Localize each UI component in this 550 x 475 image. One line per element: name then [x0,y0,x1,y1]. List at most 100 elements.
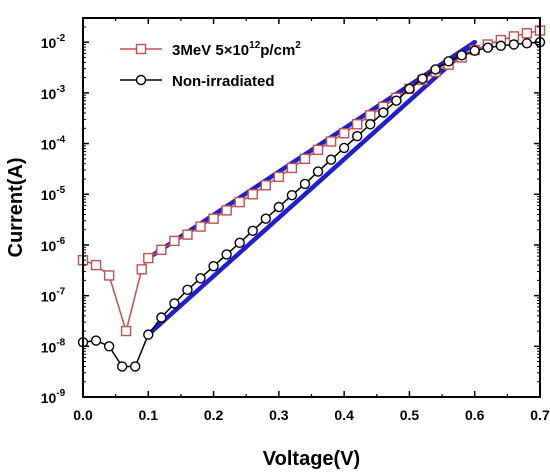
data-point-s1-4 [130,361,141,372]
data-point-s1-2 [103,341,115,352]
data-point-s1-30 [469,45,480,56]
data-point-s1-32 [495,40,507,51]
y-tick-label-4: 10-5 [41,185,66,203]
data-point-s0-16 [286,162,298,174]
data-point-s0-18 [312,144,324,156]
data-point-s0-19 [325,136,337,147]
y-tick-exponent: -5 [56,185,65,196]
data-point-s0-13 [247,189,258,200]
series-line-1 [82,41,541,368]
data-point-s0-22 [365,110,376,121]
data-point-s1-10 [208,261,219,272]
data-point-s1-1 [90,335,102,346]
x-tick-label-0: 0.0 [73,407,93,423]
data-point-s1-19 [325,154,337,165]
data-point-s1-24 [391,95,402,106]
data-point-s0-34 [521,28,533,39]
data-point-s1-27 [430,64,441,75]
data-point-s1-20 [338,142,350,154]
data-point-s1-33 [508,39,520,50]
y-tick-base: 10 [41,187,57,203]
legend: 3MeV 5×1012p/cm2 Non-irradiated [120,40,301,90]
data-point-s1-6 [156,312,167,323]
y-tick-base: 10 [41,390,57,406]
legend-entry-0: 3MeV 5×1012p/cm2 [120,40,301,59]
x-tick-label-1: 0.1 [139,407,159,423]
legend-text-mid: p/cm [260,42,295,59]
y-tick-exponent: -4 [56,135,65,146]
data-point-s0-14 [260,180,271,191]
y-axis-title: Current(A) [5,158,27,258]
y-tick-label-1: 10-8 [41,337,66,355]
data-point-s1-23 [378,107,389,118]
data-point-s1-22 [365,119,376,130]
y-tick-exponent: -9 [56,388,65,399]
y-tick-exponent: -7 [56,287,65,298]
legend-text-main: Non-irradiated [172,73,275,90]
y-tick-label-0: 10-9 [41,388,66,406]
data-point-s1-28 [443,56,454,67]
y-tick-base: 10 [41,35,57,51]
legend-label-0: 3MeV 5×1012p/cm2 [172,40,301,59]
y-tick-base: 10 [41,289,57,305]
data-point-s0-7 [169,235,180,247]
legend-entry-1: Non-irradiated [120,73,275,90]
data-point-s0-3 [120,325,132,337]
y-tick-base: 10 [41,339,57,355]
data-point-s0-15 [273,171,285,183]
data-point-s0-17 [299,153,311,165]
x-tick-label-4: 0.4 [334,407,354,423]
data-point-s1-13 [247,225,258,237]
data-point-s0-1 [90,259,102,271]
y-tick-exponent: -8 [56,337,65,348]
data-point-s1-29 [456,50,467,61]
data-point-s1-3 [116,361,128,372]
data-point-s1-5 [143,329,154,340]
data-series [77,25,546,372]
legend-text-main: 3MeV 5×10 [172,42,249,59]
y-tick-label-3: 10-6 [41,236,66,254]
y-tick-exponent: -3 [56,84,65,95]
data-point-s1-26 [417,73,428,84]
data-point-s0-5 [143,252,154,264]
data-point-s1-12 [234,237,245,249]
legend-text-sup1: 12 [249,40,261,51]
x-tick-label-6: 0.6 [465,407,485,423]
y-tick-exponent: -2 [56,33,65,44]
data-point-s0-20 [338,128,350,139]
legend-label-1: Non-irradiated [172,73,275,90]
y-tick-base: 10 [41,238,57,254]
x-tick-label-5: 0.5 [400,407,420,423]
data-point-s1-25 [404,83,415,95]
data-point-s1-16 [286,189,298,201]
data-point-s0-4 [136,264,147,275]
data-point-s0-6 [156,244,167,256]
data-point-s1-31 [482,42,493,53]
x-tick-label-3: 0.3 [269,407,289,423]
data-point-s0-11 [221,205,232,216]
y-tick-label-7: 10-2 [41,33,66,51]
y-tick-base: 10 [41,137,57,153]
fit-line-1 [146,39,477,337]
data-point-s1-11 [221,249,232,260]
series-line-0 [82,29,541,334]
x-axis-title: Voltage(V) [263,448,360,470]
series-0 [77,25,546,337]
data-point-s1-14 [260,213,271,224]
data-point-s0-2 [103,270,115,281]
y-tick-label-2: 10-7 [41,287,66,305]
data-point-s0-10 [208,213,219,224]
plot-frame [82,17,541,398]
legend-text-sup2: 2 [295,40,301,51]
data-point-s1-9 [195,273,206,284]
y-tick-base: 10 [41,86,57,102]
data-point-s1-18 [312,166,324,177]
data-point-s1-17 [299,178,311,190]
series-1 [77,36,546,372]
data-point-s0-12 [234,196,245,208]
data-point-s1-34 [521,38,533,49]
data-point-s1-7 [169,298,180,309]
data-point-s1-15 [273,201,285,213]
